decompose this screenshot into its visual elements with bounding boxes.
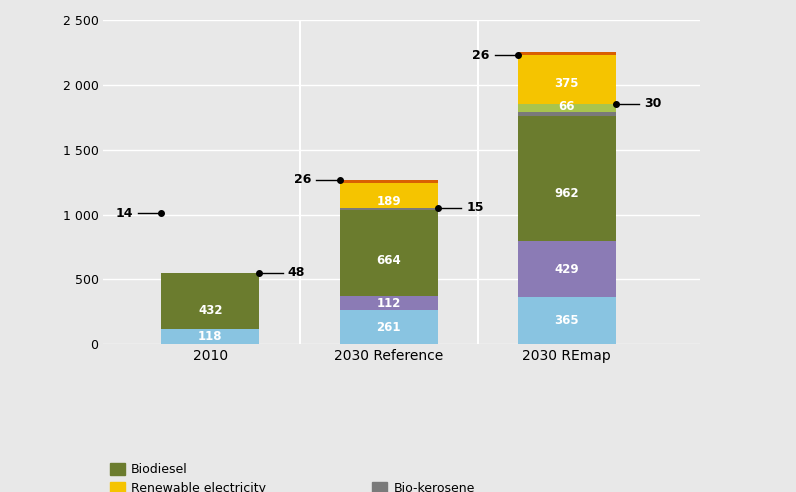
Legend: Bio-kerosene, Biogas, Other: Bio-kerosene, Biogas, Other — [373, 482, 475, 492]
Bar — [340, 180, 438, 183]
Text: 118: 118 — [198, 330, 223, 343]
Bar — [518, 241, 616, 297]
Bar — [518, 55, 616, 104]
Text: 26: 26 — [294, 173, 311, 186]
Text: 48: 48 — [288, 267, 306, 279]
Text: 14: 14 — [115, 207, 133, 220]
Bar — [340, 210, 438, 296]
Text: 429: 429 — [555, 263, 579, 276]
Text: 664: 664 — [377, 253, 401, 267]
Bar — [340, 310, 438, 344]
Bar — [162, 273, 259, 329]
Text: 962: 962 — [555, 187, 579, 200]
Bar — [162, 329, 259, 344]
Text: 30: 30 — [644, 97, 661, 110]
Bar — [518, 116, 616, 241]
Bar — [340, 208, 438, 210]
Text: 375: 375 — [555, 77, 579, 90]
Bar — [518, 297, 616, 344]
Text: 261: 261 — [377, 321, 401, 334]
Bar — [518, 104, 616, 112]
Bar — [518, 52, 616, 55]
Text: 26: 26 — [472, 49, 490, 62]
Text: 365: 365 — [555, 314, 579, 327]
Text: 15: 15 — [466, 201, 484, 214]
Bar — [340, 183, 438, 208]
Text: 66: 66 — [559, 100, 575, 113]
Text: 112: 112 — [377, 297, 401, 310]
Bar — [340, 296, 438, 310]
Text: 189: 189 — [377, 195, 401, 209]
Text: 432: 432 — [198, 304, 223, 317]
Bar — [518, 112, 616, 116]
